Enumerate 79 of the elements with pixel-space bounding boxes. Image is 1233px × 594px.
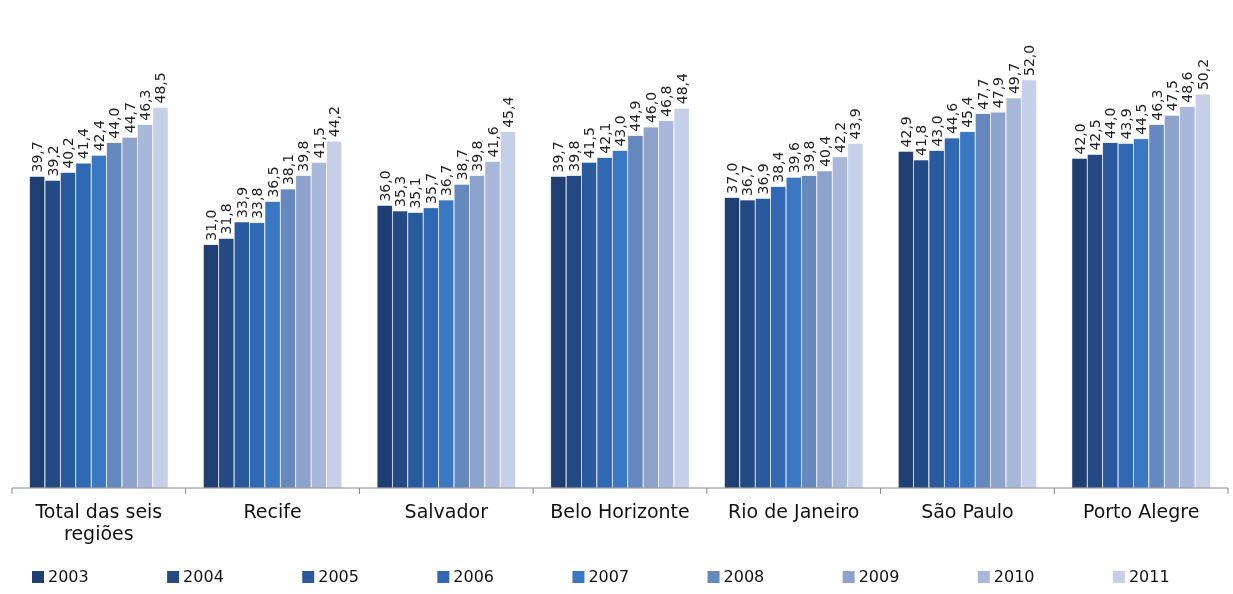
data-label: 38,4 (770, 151, 787, 183)
x-tick-label: Recife (243, 500, 302, 522)
data-label: 47,5 (1163, 80, 1180, 112)
data-label: 35,1 (407, 177, 424, 209)
data-label: 41,8 (913, 124, 930, 157)
data-label: 44,9 (627, 100, 644, 132)
data-label: 40,4 (816, 135, 833, 168)
data-label: 44,2 (326, 106, 343, 138)
legend-label: 2006 (453, 567, 495, 586)
data-label: 42,2 (831, 121, 848, 153)
data-label: 44,0 (106, 107, 123, 139)
data-label: 41,4 (75, 127, 92, 160)
legend-label: 2011 (1128, 567, 1170, 586)
data-label: 46,3 (137, 89, 154, 121)
legend-label: 2010 (993, 567, 1035, 586)
data-label: 47,9 (990, 77, 1007, 109)
data-label: 39,8 (801, 140, 818, 172)
data-label: 44,6 (944, 102, 961, 135)
data-label: 39,7 (29, 141, 46, 173)
data-label: 42,4 (90, 120, 107, 152)
x-tick-label: Salvador (404, 500, 489, 522)
data-label: 40,2 (60, 137, 77, 169)
x-tick-label: Belo Horizonte (550, 500, 690, 522)
data-label: 41,6 (484, 126, 501, 158)
data-label: 41,5 (581, 127, 598, 159)
data-label: 42,5 (1086, 119, 1103, 151)
data-label: 39,8 (469, 140, 486, 172)
data-label: 35,7 (422, 172, 439, 204)
data-label: 37,0 (724, 162, 741, 194)
data-label: 39,7 (550, 141, 567, 173)
data-label: 52,0 (1021, 44, 1038, 76)
data-label: 42,9 (897, 116, 914, 148)
data-label: 42,1 (596, 122, 613, 154)
data-label: 36,0 (376, 170, 393, 202)
data-label: 43,9 (1117, 108, 1134, 140)
data-label: 50,2 (1194, 58, 1211, 91)
legend-label: 2008 (723, 567, 765, 586)
data-label: 43,9 (847, 108, 864, 140)
data-label: 36,7 (739, 164, 756, 197)
data-label: 47,7 (974, 78, 991, 110)
data-label: 31,0 (202, 209, 219, 241)
data-label: 45,4 (959, 96, 976, 128)
data-label: 35,3 (392, 175, 409, 208)
data-label: 48,6 (1179, 71, 1196, 103)
data-label: 44,5 (1133, 103, 1150, 135)
data-label: 36,9 (754, 163, 771, 195)
data-label: 31,8 (218, 203, 235, 235)
data-label: 39,6 (785, 142, 802, 174)
data-label: 39,8 (565, 140, 582, 172)
legend-label: 2007 (588, 567, 630, 586)
data-label: 39,8 (295, 140, 312, 172)
data-label: 38,1 (279, 153, 296, 186)
data-label: 42,0 (1071, 123, 1088, 155)
data-label: 33,9 (233, 186, 250, 219)
legend-label: 2009 (858, 567, 900, 586)
data-label: 49,7 (1005, 62, 1022, 95)
x-tick-label: São Paulo (921, 500, 1014, 522)
data-label: 44,7 (121, 102, 138, 134)
legend-label: 2004 (183, 567, 224, 586)
legend-label: 2003 (48, 567, 89, 586)
data-label: 48,4 (673, 72, 690, 105)
data-label: 44,0 (1102, 107, 1119, 139)
data-label: 36,5 (264, 166, 281, 198)
data-label: 43,0 (612, 115, 628, 147)
x-tick-label: Total das seis regiões (34, 500, 163, 544)
data-label: 41,5 (310, 127, 327, 159)
data-label: 36,7 (438, 164, 455, 197)
data-label: 39,2 (44, 145, 61, 177)
data-label: 46,3 (1148, 89, 1165, 121)
data-label: 46,0 (642, 91, 659, 124)
legend-label: 2005 (318, 567, 359, 586)
data-label: 48,5 (152, 72, 169, 104)
data-label: 33,8 (249, 187, 266, 219)
data-label: 46,8 (658, 85, 675, 117)
x-tick-label: Rio de Janeiro (728, 500, 860, 522)
x-tick-label: Porto Alegre (1082, 500, 1200, 522)
data-label: 38,7 (453, 149, 470, 181)
data-label: 45,4 (499, 96, 516, 128)
data-label: 43,0 (928, 115, 945, 147)
